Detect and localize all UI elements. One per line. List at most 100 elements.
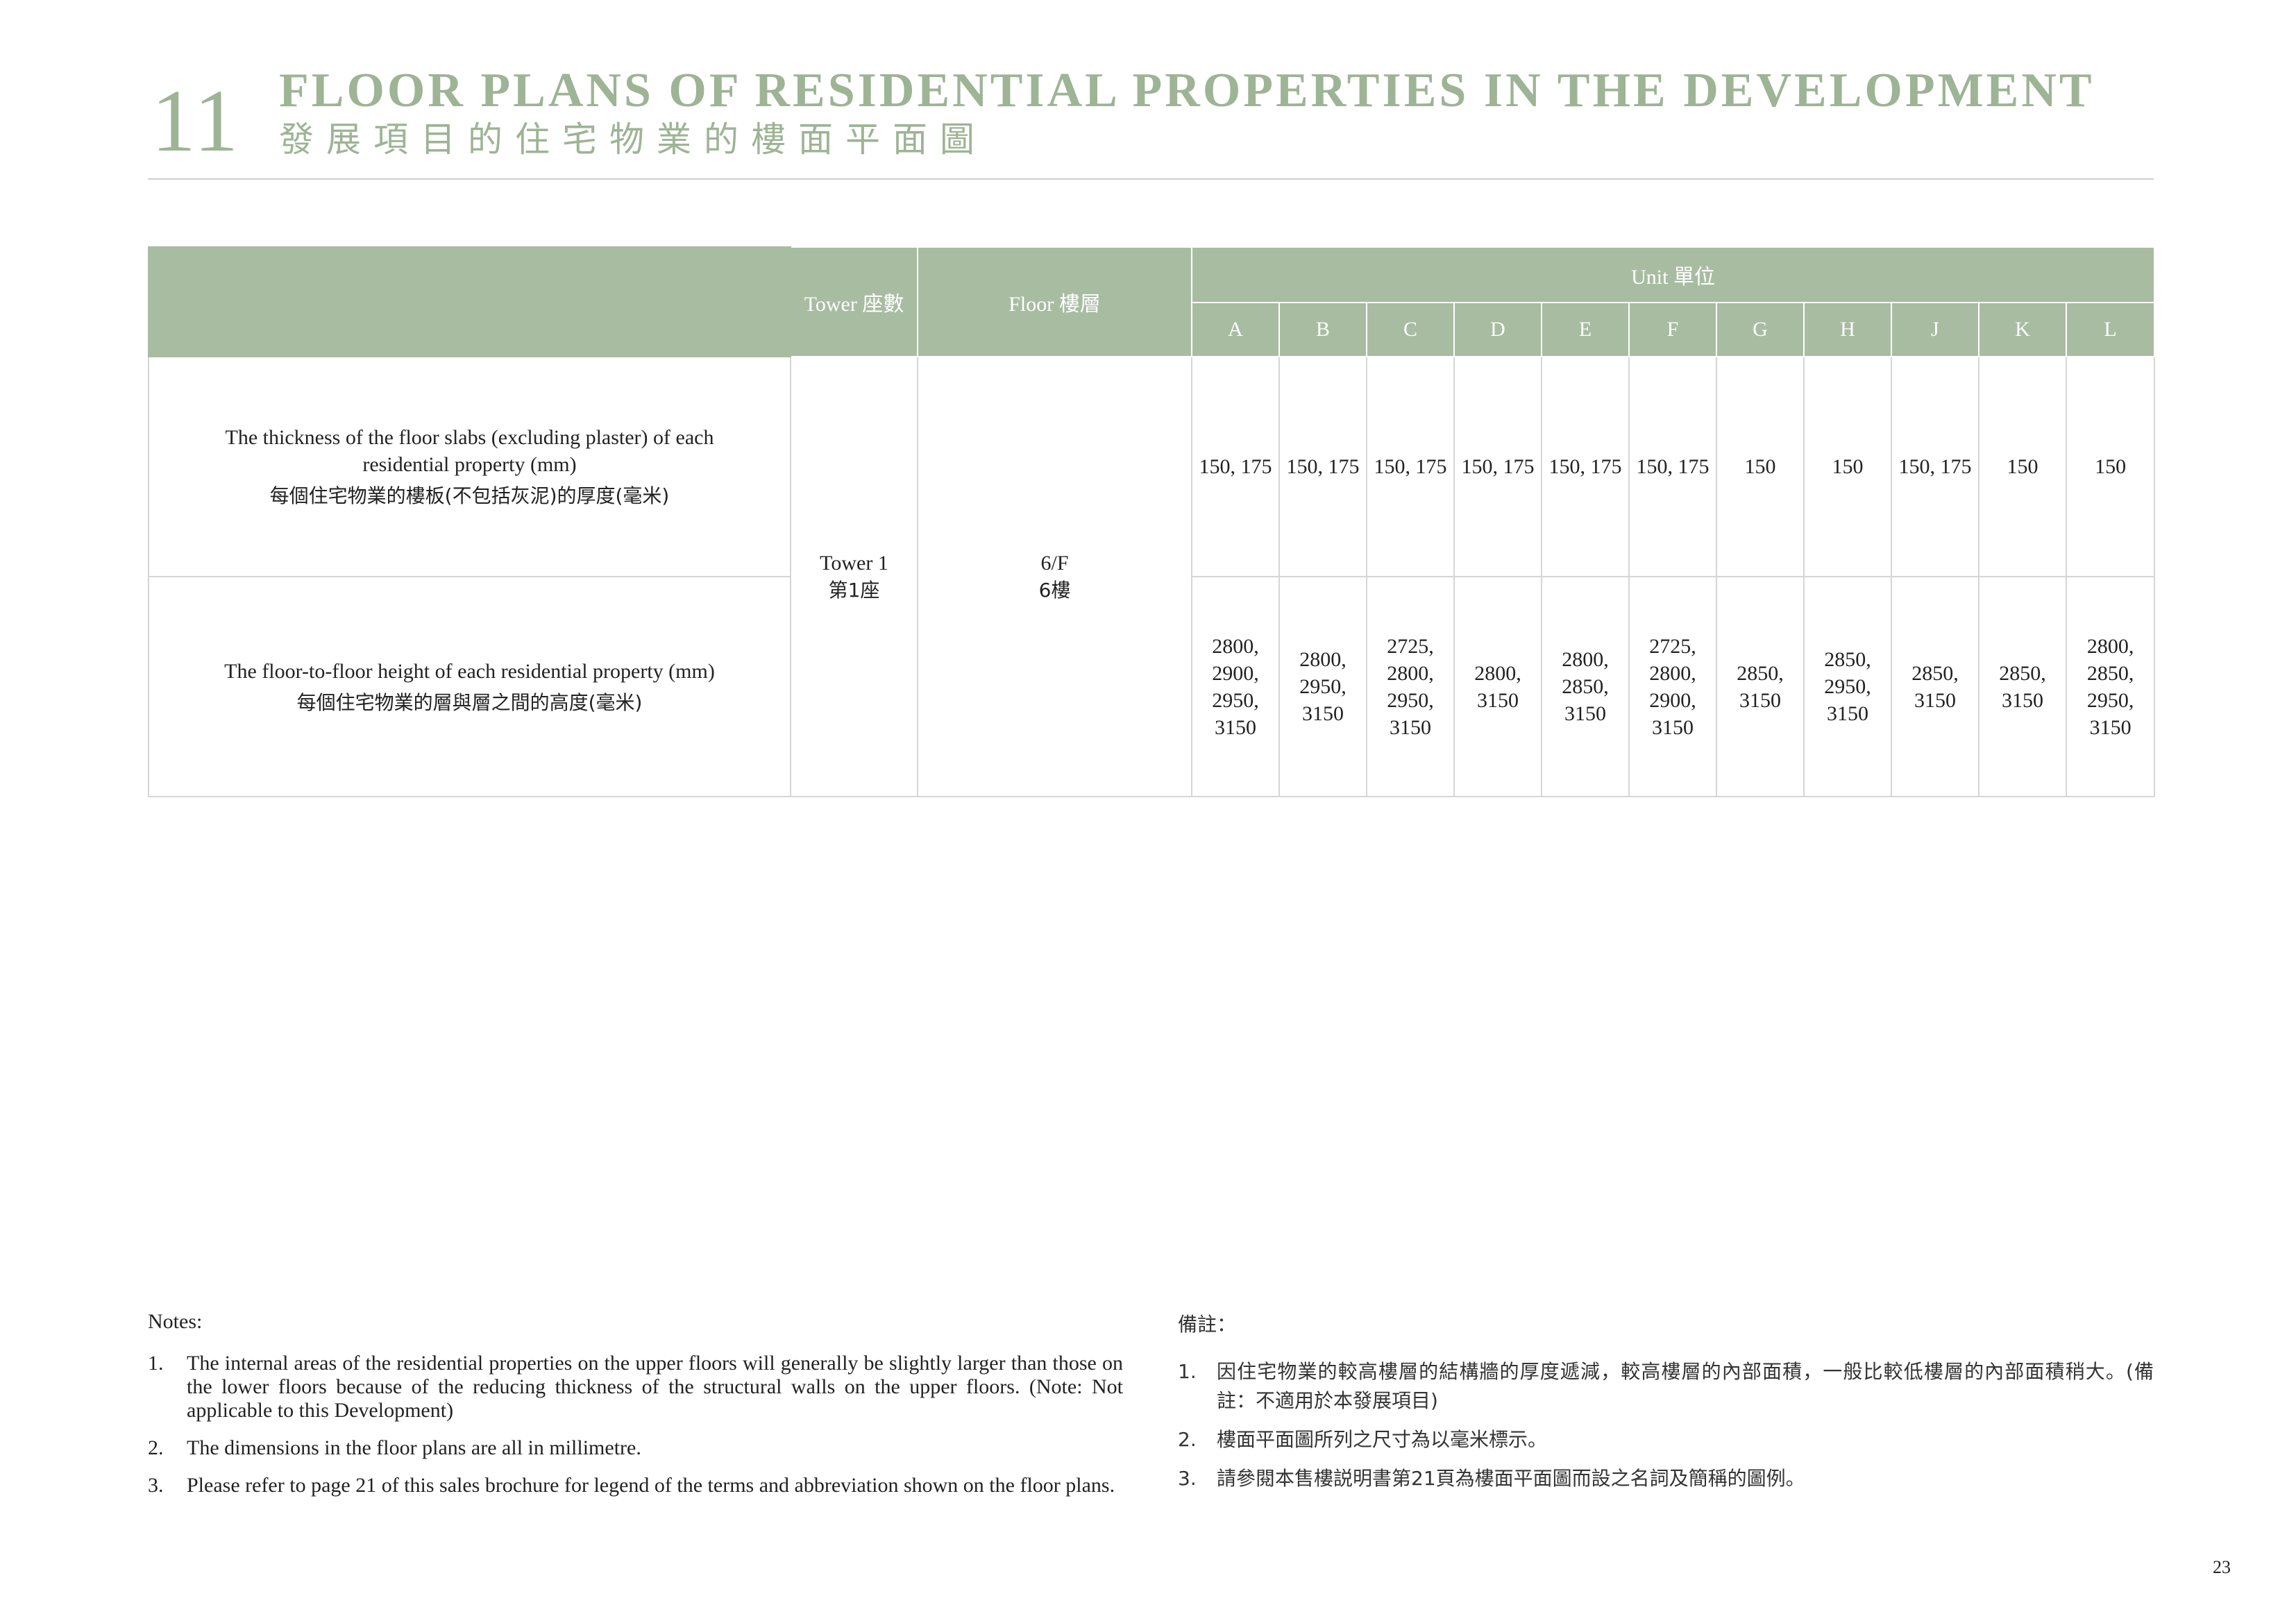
note-number: 3. <box>1178 1467 1197 1490</box>
page-title-english: FLOOR PLANS OF RESIDENTIAL PROPERTIES IN… <box>279 64 2095 117</box>
unit-value: 2800, <box>1387 661 1434 685</box>
note-text: The internal areas of the residential pr… <box>187 1352 1123 1422</box>
unit-value-cell: 150 <box>1803 356 1892 577</box>
unit-group-header: Unit 單位 <box>1190 246 2156 303</box>
unit-value-cell: 2800, 2950, 3150 <box>1278 576 1367 797</box>
unit-value-cell: 150, 175 <box>1191 356 1280 577</box>
page-number: 23 <box>2213 1557 2231 1577</box>
unit-value: 2950, <box>1299 675 1347 698</box>
unit-value-cell: 2800, 3150 <box>1453 576 1542 797</box>
note-number: 2. <box>148 1436 164 1459</box>
unit-value: 3150 <box>2002 688 2043 712</box>
row-label-slab-thickness: The thickness of the floor slabs (exclud… <box>148 356 791 577</box>
unit-value: 2800, <box>1299 648 1347 671</box>
unit-value: 2850, <box>1824 648 1871 671</box>
unit-value-cell: 2850, 3150 <box>1978 576 2067 797</box>
unit-header-b: B <box>1278 302 1367 357</box>
unit-value-cell: 150, 175 <box>1891 356 1980 577</box>
unit-header-f: F <box>1628 302 1717 357</box>
row-label-en: The thickness of the floor slabs (exclud… <box>225 426 714 476</box>
unit-header-j: J <box>1891 302 1980 357</box>
row-label-floor-height: The floor-to-floor height of each reside… <box>148 576 791 797</box>
unit-value: 150 <box>2007 455 2038 478</box>
unit-value: 2950, <box>1212 688 1259 712</box>
page-title-chinese: 發展項目的住宅物業的樓面平面圖 <box>279 119 987 160</box>
note-item: 2. 樓面平面圖所列之尺寸為以毫米標示。 <box>1178 1425 2154 1454</box>
unit-value: 150, 175 <box>1374 455 1447 478</box>
unit-value: 3150 <box>1564 702 1606 725</box>
note-number: 1. <box>1178 1360 1197 1383</box>
note-item: 1. The internal areas of the residential… <box>148 1352 1123 1422</box>
unit-header-g: G <box>1716 302 1805 357</box>
unit-value: 2850, <box>1999 661 2046 685</box>
row-label-zh: 每個住宅物業的樓板(不包括灰泥)的厚度(毫米) <box>269 484 670 507</box>
note-number: 2. <box>1178 1428 1197 1451</box>
unit-value: 2900, <box>1649 688 1696 712</box>
unit-value: 3150 <box>1390 715 1431 739</box>
unit-value: 150, 175 <box>1199 455 1272 478</box>
unit-value: 2950, <box>1387 688 1434 712</box>
unit-value-cell: 2800, 2850, 2950, 3150 <box>2065 576 2156 797</box>
unit-value-cell: 150 <box>1716 356 1805 577</box>
unit-value: 2850, <box>2086 661 2134 685</box>
unit-header-a: A <box>1191 302 1280 357</box>
table-row-floor-height: The floor-to-floor height of each reside… <box>148 576 2156 797</box>
unit-value: 2725, <box>1649 634 1696 658</box>
unit-value: 3150 <box>1652 715 1694 739</box>
note-text: The dimensions in the floor plans are al… <box>187 1436 641 1459</box>
row-label-en: The floor-to-floor height of each reside… <box>224 659 715 683</box>
note-text: Please refer to page 21 of this sales br… <box>187 1474 1115 1497</box>
note-text: 因住宅物業的較高樓層的結構牆的厚度遞減，較高樓層的內部面積，一般比較低樓層的內部… <box>1217 1360 2154 1412</box>
unit-value: 2725, <box>1387 634 1434 658</box>
floor-cell: 6/F 6樓 <box>917 356 1192 797</box>
unit-value: 3150 <box>2089 715 2132 739</box>
row-label-zh: 每個住宅物業的層與層之間的高度(毫米) <box>296 690 643 714</box>
unit-value-cell: 150 <box>2065 356 2156 577</box>
unit-value-cell: 2850, 2950, 3150 <box>1803 576 1892 797</box>
unit-value-cell: 2725, 2800, 2900, 3150 <box>1628 576 1717 797</box>
notes-heading-zh: 備註： <box>1178 1313 1237 1336</box>
note-item: 3. Please refer to page 21 of this sales… <box>148 1474 1123 1497</box>
tower-column-header: Tower 座數 <box>790 246 918 357</box>
notes-heading-en: Notes: <box>148 1310 203 1333</box>
unit-value: 150 <box>2095 455 2127 478</box>
unit-value-cell: 150 <box>1978 356 2067 577</box>
unit-header-h: H <box>1803 302 1892 357</box>
unit-value: 2900, <box>1212 661 1259 685</box>
notes-chinese: 備註： 1. 因住宅物業的較高樓層的結構牆的厚度遞減，較高樓層的內部面積，一般比… <box>1178 1310 2154 1503</box>
unit-value: 3150 <box>1477 688 1519 712</box>
note-item: 2. The dimensions in the floor plans are… <box>148 1436 1123 1460</box>
unit-value: 150 <box>1832 455 1864 478</box>
unit-value: 3150 <box>1302 702 1344 725</box>
section-number: 11 <box>151 71 240 170</box>
unit-value: 3150 <box>1914 688 1956 712</box>
unit-value: 150, 175 <box>1636 455 1710 478</box>
unit-value: 2800, <box>1474 661 1521 685</box>
unit-value: 3150 <box>1215 715 1256 739</box>
unit-value-cell: 2850, 3150 <box>1716 576 1805 797</box>
floor-column-header: Floor 樓層 <box>917 246 1192 357</box>
unit-value-cell: 150, 175 <box>1541 356 1630 577</box>
unit-value: 2800, <box>1562 648 1609 671</box>
note-number: 1. <box>148 1352 164 1375</box>
unit-header-e: E <box>1541 302 1630 357</box>
unit-value-cell: 2850, 3150 <box>1891 576 1980 797</box>
table-corner-header <box>148 246 791 357</box>
unit-value-cell: 2800, 2850, 3150 <box>1541 576 1630 797</box>
unit-value-cell: 150, 175 <box>1453 356 1542 577</box>
unit-value: 2850, <box>1737 661 1784 685</box>
note-item: 3. 請參閱本售樓説明書第21頁為樓面平面圖而設之名詞及簡稱的圖例。 <box>1178 1464 2154 1493</box>
note-text: 樓面平面圖所列之尺寸為以毫米標示。 <box>1217 1428 1548 1451</box>
unit-value: 3150 <box>1827 702 1868 725</box>
tower-cell: Tower 1 第1座 <box>790 356 918 797</box>
notes-english: Notes: 1. The internal areas of the resi… <box>148 1310 1123 1511</box>
unit-value: 3150 <box>1739 688 1781 712</box>
note-number: 3. <box>148 1474 164 1497</box>
unit-header-k: K <box>1978 302 2067 357</box>
unit-value: 2800, <box>1212 634 1259 658</box>
unit-header-l: L <box>2065 302 2156 357</box>
unit-value: 2850, <box>1911 661 1959 685</box>
unit-value: 150, 175 <box>1898 455 1972 478</box>
unit-value: 150 <box>1744 455 1776 478</box>
